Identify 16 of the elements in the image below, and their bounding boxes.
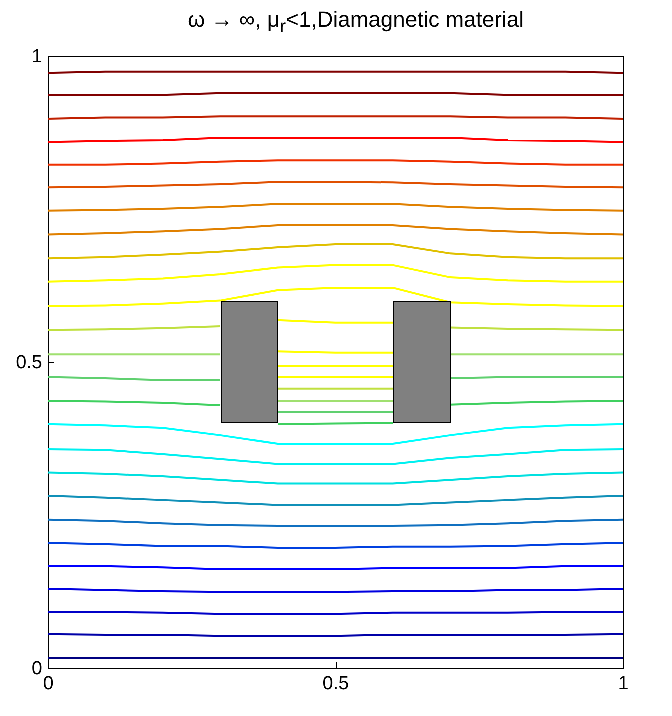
line-series — [47, 472, 624, 485]
line-series — [47, 264, 624, 283]
x-tick-label: 0.5 — [322, 674, 350, 694]
line-series — [47, 423, 624, 446]
line-series — [47, 518, 624, 528]
y-tick-label: 1 — [32, 46, 42, 68]
y-tick-label: 0 — [32, 658, 42, 680]
line-series — [47, 224, 624, 236]
line-series — [47, 243, 624, 260]
y-tick-label: 0.5 — [16, 352, 42, 374]
chart-title: ω → ∞, μ$_{r}$<1,Diamagnetic material — [187, 6, 525, 38]
line-series — [47, 448, 624, 466]
line-series — [47, 495, 624, 506]
line-series — [47, 286, 624, 308]
line-series — [47, 203, 624, 212]
x-tick-label: 1 — [618, 674, 629, 694]
